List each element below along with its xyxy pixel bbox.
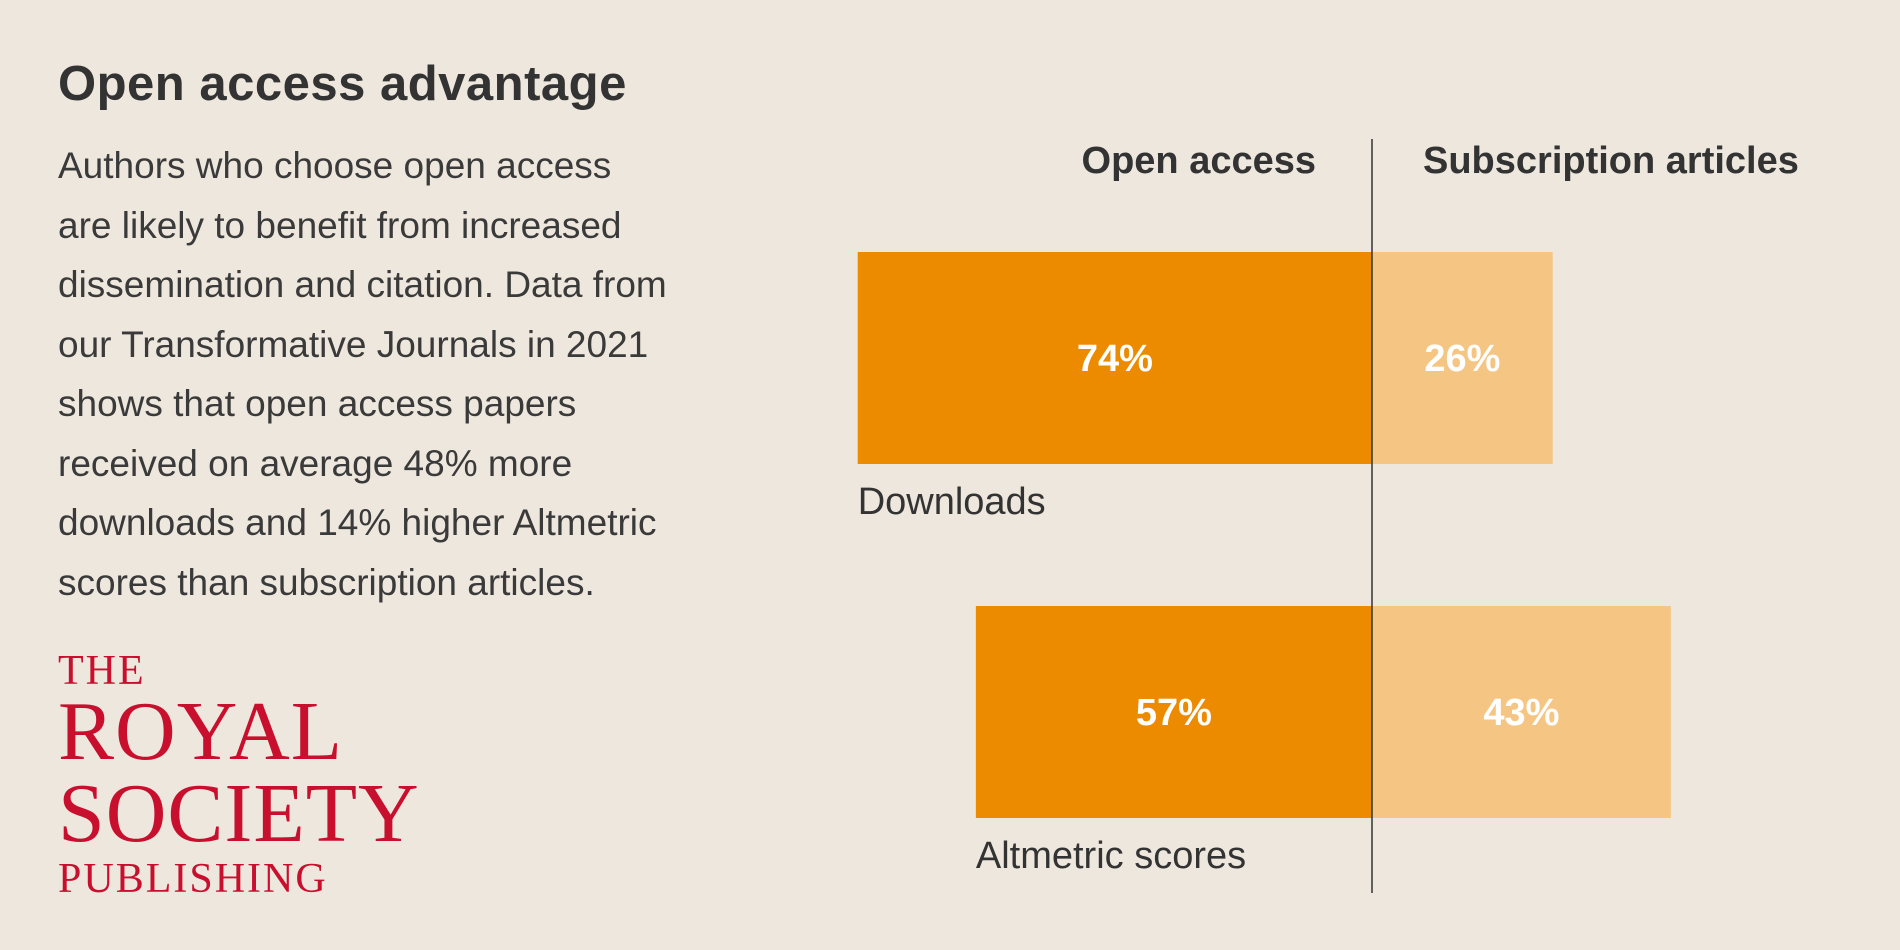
description-line: Authors who choose open access [58,145,612,186]
description-line: our Transformative Journals in 2021 [58,323,649,365]
page-title: Open access advantage [58,57,627,111]
data-label: 26% [1424,338,1500,380]
logo-line: ROYAL [58,685,344,778]
category-label: Altmetric scores [976,835,1246,877]
description-line: are likely to benefit from increased [58,204,622,246]
logo-line: PUBLISHING [58,856,328,902]
data-label: 43% [1483,692,1559,734]
logo-line: SOCIETY [58,767,420,860]
bar-subscription [1372,252,1553,464]
bar-subscription [1372,606,1671,818]
description-line: received on average 48% more [58,442,573,484]
bar-open-access [975,606,1372,818]
description-line: shows that open access papers [58,383,577,424]
description-line: downloads and 14% higher Altmetric [58,502,657,543]
logo-line: THE [58,648,146,694]
legend-open-access: Open access [1082,140,1316,182]
bar-open-access [857,252,1372,464]
description-line: scores than subscription articles. [58,561,595,603]
description: Authors who choose open access are likel… [58,136,778,612]
legend-subscription-articles: Subscription articles [1423,140,1799,182]
data-label: 57% [1136,692,1212,734]
description-line: dissemination and citation. Data from [58,264,667,305]
category-label: Downloads [858,481,1046,523]
royal-society-publishing-logo: THE ROYAL SOCIETY PUBLISHING [58,650,420,900]
data-label: 74% [1077,338,1153,380]
